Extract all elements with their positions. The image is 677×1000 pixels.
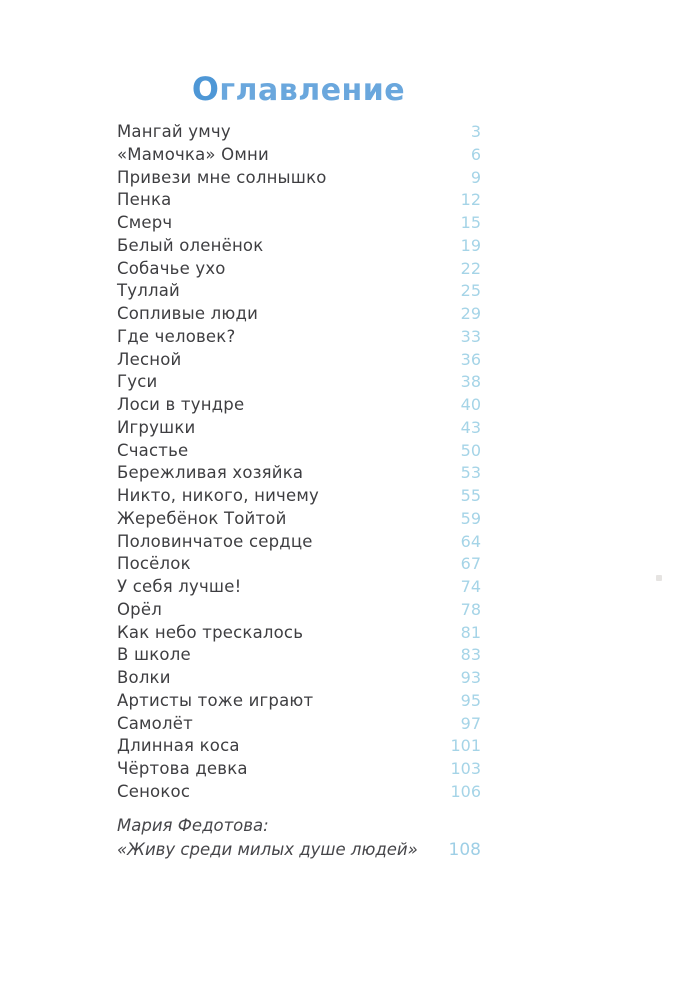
toc-entry-page: 25 bbox=[460, 281, 481, 301]
toc-footer-author: Мария Федотова: bbox=[117, 816, 269, 835]
toc-entry-title: Сенокос bbox=[117, 781, 191, 801]
toc-entry-page: 103 bbox=[450, 759, 481, 778]
toc-entry-title: Игрушки bbox=[117, 417, 196, 437]
toc-entry-title: Самолёт bbox=[117, 713, 193, 733]
toc-entry-title: «Мамочка» Омни bbox=[117, 144, 269, 164]
toc-entry-page: 9 bbox=[470, 167, 481, 187]
toc-entry-title: Счастье bbox=[117, 440, 189, 460]
toc-entry: Белый оленёнок 19 bbox=[117, 235, 481, 258]
toc-entry: Как небо трескалось 81 bbox=[117, 622, 481, 645]
toc-entry-page: 40 bbox=[460, 395, 481, 414]
toc-entry-title: Сопливые люди bbox=[117, 304, 258, 323]
toc-entry-page: 81 bbox=[460, 622, 481, 642]
toc-entry-page: 83 bbox=[460, 645, 481, 665]
toc-entry-title: Бережливая хозяйка bbox=[117, 463, 304, 483]
toc-entry-title: Привези мне солнышко bbox=[117, 167, 327, 187]
toc-entry: Сопливые люди 29 bbox=[117, 303, 481, 326]
toc-entry: Половинчатое сердце 64 bbox=[117, 531, 481, 554]
toc-entry-page: 3 bbox=[470, 122, 481, 141]
toc-entry-title: Где человек? bbox=[117, 326, 236, 346]
toc-entry: Смерч 15 bbox=[117, 212, 481, 235]
toc-entry-title: Лесной bbox=[117, 349, 182, 369]
toc-entry-page: 6 bbox=[470, 144, 481, 164]
toc-entry: Сенокос 106 bbox=[117, 781, 481, 804]
toc-entry: Никто, никого, ничему 55 bbox=[117, 485, 481, 508]
toc-entry-title: В школе bbox=[117, 645, 191, 665]
toc-entry-title: Пенка bbox=[117, 190, 172, 210]
toc-entry: Артисты тоже играют 95 bbox=[117, 690, 481, 713]
toc-footer-page: 108 bbox=[448, 840, 481, 860]
toc-entry: Лесной 36 bbox=[117, 349, 481, 372]
toc-entry-page: 106 bbox=[450, 781, 481, 801]
toc-entry-title: Орёл bbox=[117, 599, 162, 619]
toc-entry-page: 43 bbox=[460, 417, 481, 437]
toc-entry-title: Волки bbox=[117, 668, 171, 687]
toc-entry-title: Половинчатое сердце bbox=[117, 531, 313, 551]
toc-entry: Волки 93 bbox=[117, 667, 481, 690]
toc-entry: Игрушки 43 bbox=[117, 417, 481, 440]
toc-entry: Бережливая хозяйка 53 bbox=[117, 462, 481, 485]
toc-entry-title: Как небо трескалось bbox=[117, 622, 304, 642]
toc-entry: Где человек? 33 bbox=[117, 326, 481, 349]
toc-entry: Туллай 25 bbox=[117, 280, 481, 303]
toc-entry-title: Посёлок bbox=[117, 554, 191, 574]
toc-entry-page: 22 bbox=[460, 258, 481, 278]
toc-entry-title: Длинная коса bbox=[117, 736, 240, 756]
toc-entry-title: Лоси в тундре bbox=[117, 395, 245, 414]
toc-entry-page: 93 bbox=[460, 668, 481, 687]
toc-list: Мангай умчу 3 «Мамочка» Омни 6 Привези м… bbox=[117, 121, 481, 804]
toc-entry-page: 97 bbox=[460, 713, 481, 733]
toc-entry-page: 53 bbox=[460, 463, 481, 483]
toc-entry-title: Никто, никого, ничему bbox=[117, 486, 319, 505]
toc-entry-title: Артисты тоже играют bbox=[117, 690, 314, 710]
toc-entry: Жеребёнок Тойтой 59 bbox=[117, 508, 481, 531]
toc-entry: Гуси 38 bbox=[117, 371, 481, 394]
toc-entry: Посёлок 67 bbox=[117, 553, 481, 576]
page-title: Оглавление bbox=[191, 71, 406, 108]
toc-entry: Самолёт 97 bbox=[117, 713, 481, 736]
toc-entry-title: Мангай умчу bbox=[117, 122, 231, 141]
toc-entry-page: 50 bbox=[460, 440, 481, 460]
toc-entry: Орёл 78 bbox=[117, 599, 481, 622]
toc-entry: Чёртова девка 103 bbox=[117, 758, 481, 781]
toc-entry-page: 67 bbox=[460, 554, 481, 574]
toc-entry-page: 19 bbox=[460, 235, 481, 255]
toc-entry-page: 59 bbox=[460, 508, 481, 528]
toc-entry-title: Смерч bbox=[117, 213, 173, 232]
toc-footer-title: «Живу среди милых душе людей» bbox=[117, 840, 418, 859]
toc-entry-page: 12 bbox=[460, 190, 481, 210]
toc-entry: Мангай умчу 3 bbox=[117, 121, 481, 144]
toc-entry-title: Белый оленёнок bbox=[117, 235, 264, 255]
toc-entry-page: 95 bbox=[460, 690, 481, 710]
toc-entry-title: Туллай bbox=[117, 281, 180, 301]
toc-entry-title: У себя лучше! bbox=[117, 577, 242, 596]
toc-entry: Пенка 12 bbox=[117, 189, 481, 212]
toc-entry: «Мамочка» Омни 6 bbox=[117, 144, 481, 167]
toc-entry-page: 33 bbox=[460, 326, 481, 346]
toc-entry-page: 38 bbox=[460, 372, 481, 392]
paper-speck bbox=[656, 575, 662, 581]
toc-entry-page: 29 bbox=[460, 304, 481, 323]
toc-entry-page: 64 bbox=[460, 531, 481, 551]
toc-entry-title: Жеребёнок Тойтой bbox=[117, 508, 287, 528]
toc-entry-title: Собачье ухо bbox=[117, 258, 226, 278]
toc-entry: У себя лучше! 74 bbox=[117, 576, 481, 599]
toc-entry-page: 74 bbox=[460, 577, 481, 596]
toc-entry-page: 101 bbox=[450, 736, 481, 756]
toc-entry: Счастье 50 bbox=[117, 440, 481, 463]
toc-entry-title: Гуси bbox=[117, 372, 158, 392]
toc-entry-page: 78 bbox=[460, 599, 481, 619]
toc-entry: Привези мне солнышко 9 bbox=[117, 167, 481, 190]
toc-entry: Длинная коса 101 bbox=[117, 735, 481, 758]
toc-footer-entry: Мария Федотова: «Живу среди милых душе л… bbox=[117, 814, 481, 862]
toc-footer-row: «Живу среди милых душе людей» 108 bbox=[117, 838, 481, 862]
toc-entry: Собачье ухо 22 bbox=[117, 258, 481, 281]
toc-entry: В школе 83 bbox=[117, 644, 481, 667]
toc-entry-title: Чёртова девка bbox=[117, 759, 248, 778]
toc-entry-page: 36 bbox=[460, 349, 481, 369]
toc-entry-page: 15 bbox=[460, 213, 481, 232]
toc-entry-page: 55 bbox=[460, 486, 481, 505]
toc-entry: Лоси в тундре 40 bbox=[117, 394, 481, 417]
